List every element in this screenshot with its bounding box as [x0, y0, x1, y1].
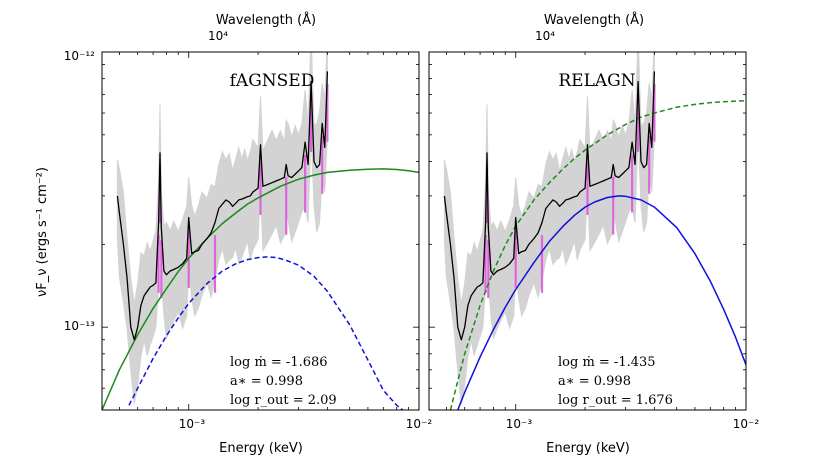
right-top-tick-label: 10⁴: [535, 29, 555, 43]
right-series-dashed-green: [449, 100, 746, 410]
right-param-spin: a∗ = 0.998: [558, 374, 631, 389]
right-panel-title: RELAGN: [558, 71, 635, 91]
right-param-mdot: log ṁ = -1.435: [558, 355, 656, 370]
left-series-solid-black: [116, 71, 329, 341]
left-plot-area: [102, 52, 419, 410]
left-x-tick-label-2: 10⁻²: [406, 417, 433, 431]
right-x-tick-label-1: 10⁻³: [506, 417, 533, 431]
left-x-tick-label-1: 10⁻³: [179, 417, 206, 431]
left-param-rout: log r_out = 2.09: [230, 393, 337, 408]
right-ticks: [429, 51, 747, 411]
y-axis-label: νF_ν (ergs s⁻¹ cm⁻²): [35, 167, 50, 297]
y-tick-label-mid: 10⁻¹³: [64, 319, 95, 333]
left-panel-title: fAGNSED: [230, 71, 315, 91]
right-panel: [428, 51, 747, 411]
left-series-solid-green: [102, 168, 419, 410]
right-series-solid-blue: [457, 195, 746, 410]
right-series-solid-black: [443, 71, 656, 341]
y-tick-label-top: 10⁻¹²: [64, 49, 95, 63]
right-axes-frame: [428, 51, 747, 411]
right-x-tick-label-2: 10⁻²: [733, 417, 760, 431]
left-axes-frame: [101, 51, 420, 411]
right-top-axis-label: Wavelength (Å): [544, 12, 644, 28]
left-series-dashed-blue: [128, 256, 404, 410]
right-x-axis-label: Energy (keV): [546, 441, 630, 456]
left-top-axis-label: Wavelength (Å): [216, 12, 316, 28]
left-panel: [101, 51, 420, 411]
left-x-axis-label: Energy (keV): [219, 441, 303, 456]
left-param-spin: a∗ = 0.998: [230, 374, 303, 389]
right-param-rout: log r_out = 1.676: [558, 393, 673, 408]
right-plot-area: [443, 52, 746, 410]
left-ticks: [102, 51, 420, 411]
left-param-mdot: log ṁ = -1.686: [230, 355, 328, 370]
left-top-tick-label: 10⁴: [208, 29, 228, 43]
